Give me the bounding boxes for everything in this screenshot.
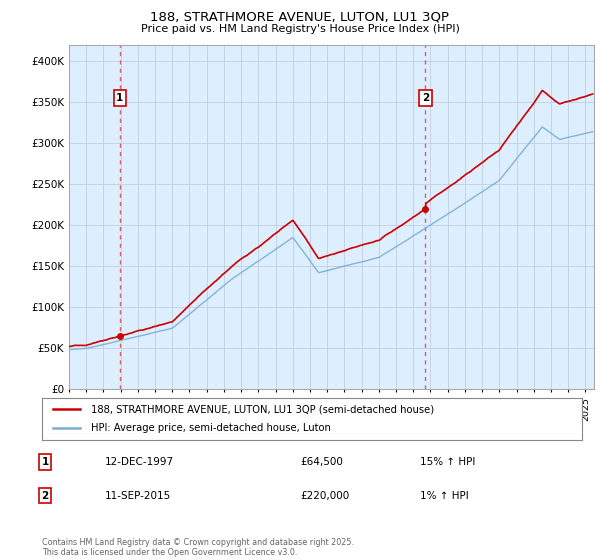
- Text: 1: 1: [116, 93, 124, 103]
- Text: 11-SEP-2015: 11-SEP-2015: [105, 491, 171, 501]
- Text: Contains HM Land Registry data © Crown copyright and database right 2025.
This d: Contains HM Land Registry data © Crown c…: [42, 538, 354, 557]
- Text: £220,000: £220,000: [300, 491, 349, 501]
- Text: 12-DEC-1997: 12-DEC-1997: [105, 457, 174, 467]
- Text: 188, STRATHMORE AVENUE, LUTON, LU1 3QP (semi-detached house): 188, STRATHMORE AVENUE, LUTON, LU1 3QP (…: [91, 404, 434, 414]
- Text: 1: 1: [41, 457, 49, 467]
- Text: 2: 2: [422, 93, 429, 103]
- Text: 2: 2: [41, 491, 49, 501]
- Text: Price paid vs. HM Land Registry's House Price Index (HPI): Price paid vs. HM Land Registry's House …: [140, 24, 460, 34]
- Text: £64,500: £64,500: [300, 457, 343, 467]
- Text: 15% ↑ HPI: 15% ↑ HPI: [420, 457, 475, 467]
- Text: 1% ↑ HPI: 1% ↑ HPI: [420, 491, 469, 501]
- Text: 188, STRATHMORE AVENUE, LUTON, LU1 3QP: 188, STRATHMORE AVENUE, LUTON, LU1 3QP: [151, 10, 449, 23]
- Text: HPI: Average price, semi-detached house, Luton: HPI: Average price, semi-detached house,…: [91, 423, 331, 433]
